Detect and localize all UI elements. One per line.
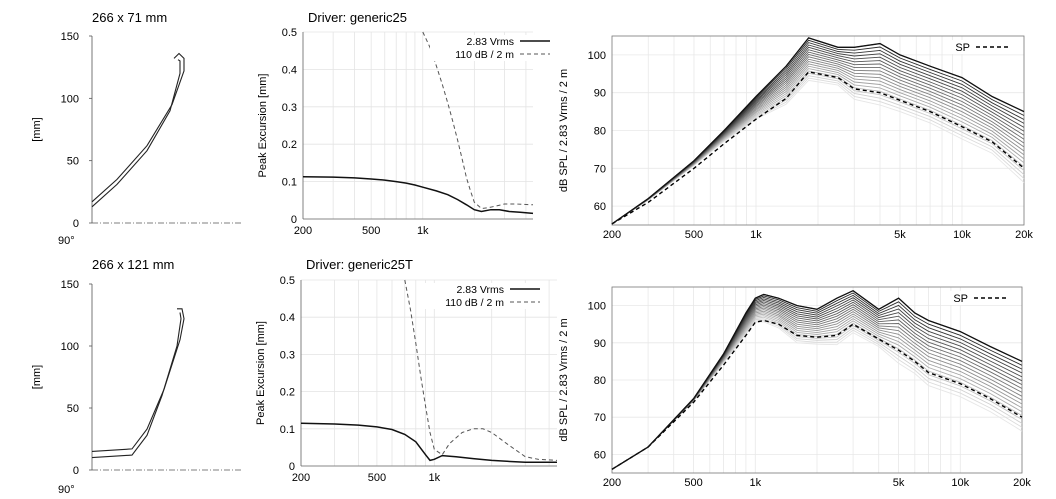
spl-sp-curve	[611, 71, 1025, 225]
spl-y-axis-label: dB SPL / 2.83 Vrms / 2 m	[558, 318, 570, 441]
spl-x-tick-label: 5k	[893, 477, 905, 489]
excursion-title: Driver: generic25	[308, 10, 407, 25]
profile-y-tick-label: 0	[73, 465, 79, 477]
horn-outer-wall	[91, 52, 185, 203]
legend-background	[430, 35, 550, 48]
spl-x-tick-label: 1k	[750, 229, 762, 241]
excursion-x-tick-label: 200	[292, 472, 310, 484]
legend-background	[420, 283, 540, 296]
excursion-series-2p83vrms	[302, 175, 534, 215]
horn-outer-wall	[91, 308, 185, 452]
excursion-title: Driver: generic25T	[306, 257, 413, 272]
spl-x-tick-label: 500	[685, 229, 703, 241]
spl-onaxis-curve	[611, 289, 1023, 470]
horn-inner-wall	[91, 59, 181, 208]
profile-y-axis-label: [mm]	[31, 365, 43, 389]
profile-y-axis-label: [mm]	[31, 117, 43, 141]
excursion-x-tick-label: 1k	[428, 472, 440, 484]
excursion-y-tick-label: 0.1	[282, 177, 297, 189]
profile-y-tick-label: 0	[73, 218, 79, 230]
excursion-y-tick-label: 0	[291, 214, 297, 226]
spl-y-tick-label: 90	[594, 88, 606, 100]
excursion-x-tick-label: 1k	[417, 225, 429, 237]
excursion-y-tick-label: 0.3	[282, 102, 297, 114]
spl-y-tick-label: 100	[588, 301, 606, 313]
profile-title: 266 x 121 mm	[92, 257, 174, 272]
excursion-legend-label: 110 dB / 2 m	[455, 49, 514, 61]
excursion-x-tick-label: 500	[362, 225, 380, 237]
spl-chart: 100 90 80 70 60 200 500 1k 5k 10k 20k dB SPL / 2.83…	[558, 286, 1031, 489]
spl-y-tick-label: 80	[594, 375, 606, 387]
excursion-y-tick-label: 0.4	[280, 312, 295, 324]
excursion-y-axis-label: Peak Excursion [mm]	[255, 321, 267, 425]
spl-plot-frame	[611, 286, 1023, 474]
excursion-y-tick-label: 0.1	[280, 424, 295, 436]
profile-y-tick-label: 50	[67, 403, 79, 415]
profile-y-tick-label: 150	[61, 279, 79, 291]
legend-background	[420, 296, 540, 309]
excursion-y-tick-label: 0.3	[280, 349, 295, 361]
legend-background	[430, 48, 550, 61]
excursion-series-110db	[404, 279, 558, 461]
spl-x-tick-label: 20k	[1013, 477, 1031, 489]
spl-legend-label: SP	[955, 42, 970, 54]
excursion-series-2p83vrms	[300, 422, 557, 464]
spl-onaxis-curve	[611, 37, 1025, 225]
excursion-series-110db	[422, 31, 534, 210]
angle-label: 90°	[58, 235, 75, 247]
horn-profile-chart: 266 x 121 mm 150 100 50 0 [mm] 90°	[31, 257, 243, 496]
profile-y-tick-label: 50	[67, 156, 79, 168]
profile-y-tick-label: 100	[61, 93, 79, 105]
profile-title: 266 x 71 mm	[92, 10, 167, 25]
excursion-x-tick-label: 500	[368, 472, 386, 484]
spl-x-tick-label: 1k	[749, 477, 761, 489]
spl-y-axis-label: dB SPL / 2.83 Vrms / 2 m	[558, 69, 570, 192]
spl-sp-curve	[611, 319, 1023, 470]
spl-x-tick-label: 200	[603, 477, 621, 489]
excursion-legend-label: 2.83 Vrms	[457, 284, 504, 296]
spl-x-tick-label: 20k	[1015, 229, 1033, 241]
spl-plot-frame	[611, 35, 1025, 226]
horn-profile-chart: 266 x 71 mm 150 100 50 0 [mm] 90°	[31, 10, 243, 247]
excursion-legend-label: 2.83 Vrms	[467, 36, 514, 48]
spl-y-tick-label: 100	[588, 50, 606, 62]
profile-y-tick-label: 150	[61, 31, 79, 43]
excursion-y-tick-label: 0.4	[282, 64, 297, 76]
profile-y-tick-label: 100	[61, 341, 79, 353]
spl-y-tick-label: 60	[594, 201, 606, 213]
excursion-x-tick-label: 200	[294, 225, 312, 237]
spl-y-tick-label: 60	[594, 449, 606, 461]
excursion-y-tick-label: 0.2	[280, 387, 295, 399]
excursion-y-tick-label: 0.2	[282, 139, 297, 151]
angle-label: 90°	[58, 484, 75, 496]
horn-inner-wall	[91, 312, 182, 459]
spl-x-tick-label: 10k	[951, 477, 969, 489]
spl-y-tick-label: 90	[594, 338, 606, 350]
spl-x-tick-label: 10k	[953, 229, 971, 241]
excursion-y-axis-label: Peak Excursion [mm]	[257, 74, 269, 178]
spl-x-tick-label: 5k	[894, 229, 906, 241]
excursion-y-tick-label: 0.5	[282, 27, 297, 39]
excursion-y-tick-label: 0	[289, 461, 295, 473]
spl-y-tick-label: 70	[594, 163, 606, 175]
spl-chart: 100 90 80 70 60 200 500 1k 5k 10k 20k dB SPL / 2.83…	[558, 35, 1033, 241]
spl-x-tick-label: 500	[684, 477, 702, 489]
spl-legend-label: SP	[953, 293, 968, 305]
excursion-y-tick-label: 0.5	[280, 275, 295, 287]
spl-x-tick-label: 200	[603, 229, 621, 241]
spl-y-tick-label: 80	[594, 126, 606, 138]
excursion-legend-label: 110 dB / 2 m	[445, 297, 504, 309]
spl-y-tick-label: 70	[594, 412, 606, 424]
